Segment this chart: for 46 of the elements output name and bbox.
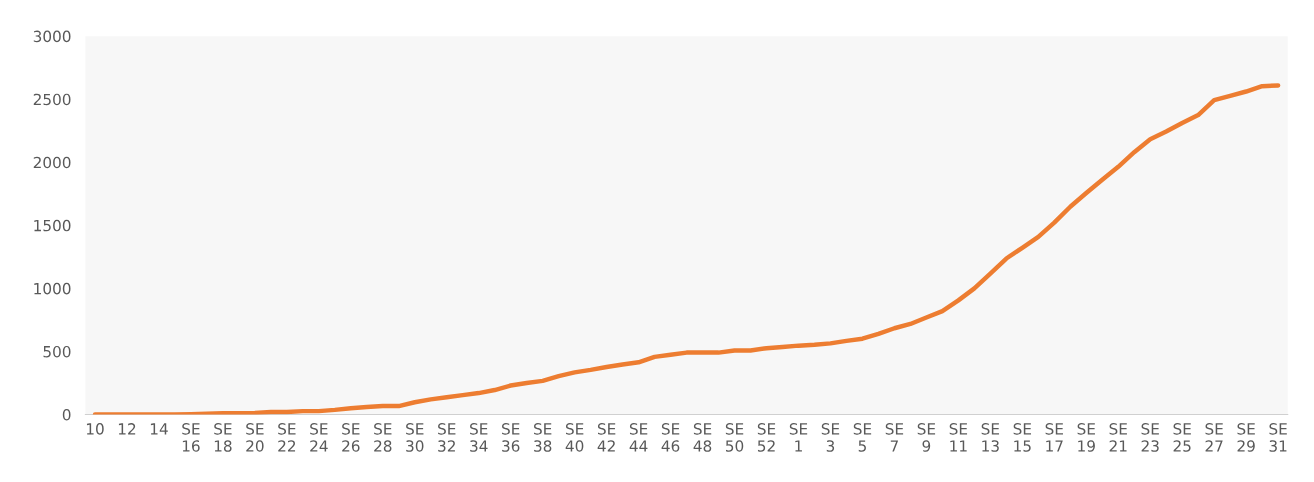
x-tick-label: SE 26: [342, 423, 360, 452]
x-tick-label: SE 9: [917, 423, 936, 452]
x-tick-label: SE 31: [1269, 423, 1287, 452]
x-tick-label: SE 50: [725, 423, 744, 452]
x-tick-label: SE 22: [278, 423, 296, 452]
y-tick-label: 500: [43, 345, 71, 358]
x-tick-label: 14: [150, 423, 168, 435]
y-tick-label: 2000: [33, 156, 71, 169]
x-tick-label: SE 19: [1077, 423, 1095, 452]
x-tick-label: SE 7: [885, 423, 904, 452]
x-tick-label: SE 27: [1205, 423, 1223, 452]
x-tick-label: SE 46: [661, 423, 680, 452]
x-tick-label: SE 1: [789, 423, 808, 452]
x-tick-label: SE 25: [1173, 423, 1191, 452]
x-tick-label: SE 5: [853, 423, 872, 452]
x-tick-label: SE 52: [757, 423, 776, 452]
x-tick-label: SE 20: [246, 423, 264, 452]
y-tick-label: 0: [62, 408, 71, 421]
x-tick-label: SE 29: [1237, 423, 1255, 452]
x-tick-label: SE 17: [1045, 423, 1063, 452]
x-tick-label: SE 21: [1109, 423, 1127, 452]
x-tick-label: SE 23: [1141, 423, 1159, 452]
x-tick-label: SE 11: [949, 423, 968, 452]
x-tick-label: SE 34: [470, 423, 488, 452]
x-tick-label: SE 44: [629, 423, 648, 452]
x-tick-label: SE 24: [310, 423, 328, 452]
x-tick-label: SE 13: [981, 423, 1000, 452]
x-tick-label: SE 16: [182, 423, 200, 452]
x-tick-label: SE 3: [821, 423, 840, 452]
x-tick-label: SE 32: [438, 423, 456, 452]
y-tick-label: 1500: [34, 219, 71, 232]
x-tick-label: 10: [86, 423, 104, 435]
x-tick-label: SE 38: [534, 423, 552, 452]
y-tick-label: 1000: [34, 282, 71, 295]
x-tick-label: SE 48: [693, 423, 712, 452]
x-tick-label: SE 40: [565, 423, 584, 452]
line-series: [92, 83, 1281, 415]
x-tick-label: SE 28: [374, 423, 392, 452]
x-tick-label: 12: [118, 423, 136, 435]
x-tick-label: SE 15: [1013, 423, 1032, 452]
x-tick-label: SE 42: [597, 423, 616, 452]
y-tick-label: 3000: [33, 30, 71, 43]
y-tick-label: 2500: [33, 93, 71, 106]
x-tick-label: SE 30: [406, 423, 424, 452]
x-tick-label: SE 18: [214, 423, 232, 452]
x-tick-label: SE 36: [502, 423, 520, 452]
